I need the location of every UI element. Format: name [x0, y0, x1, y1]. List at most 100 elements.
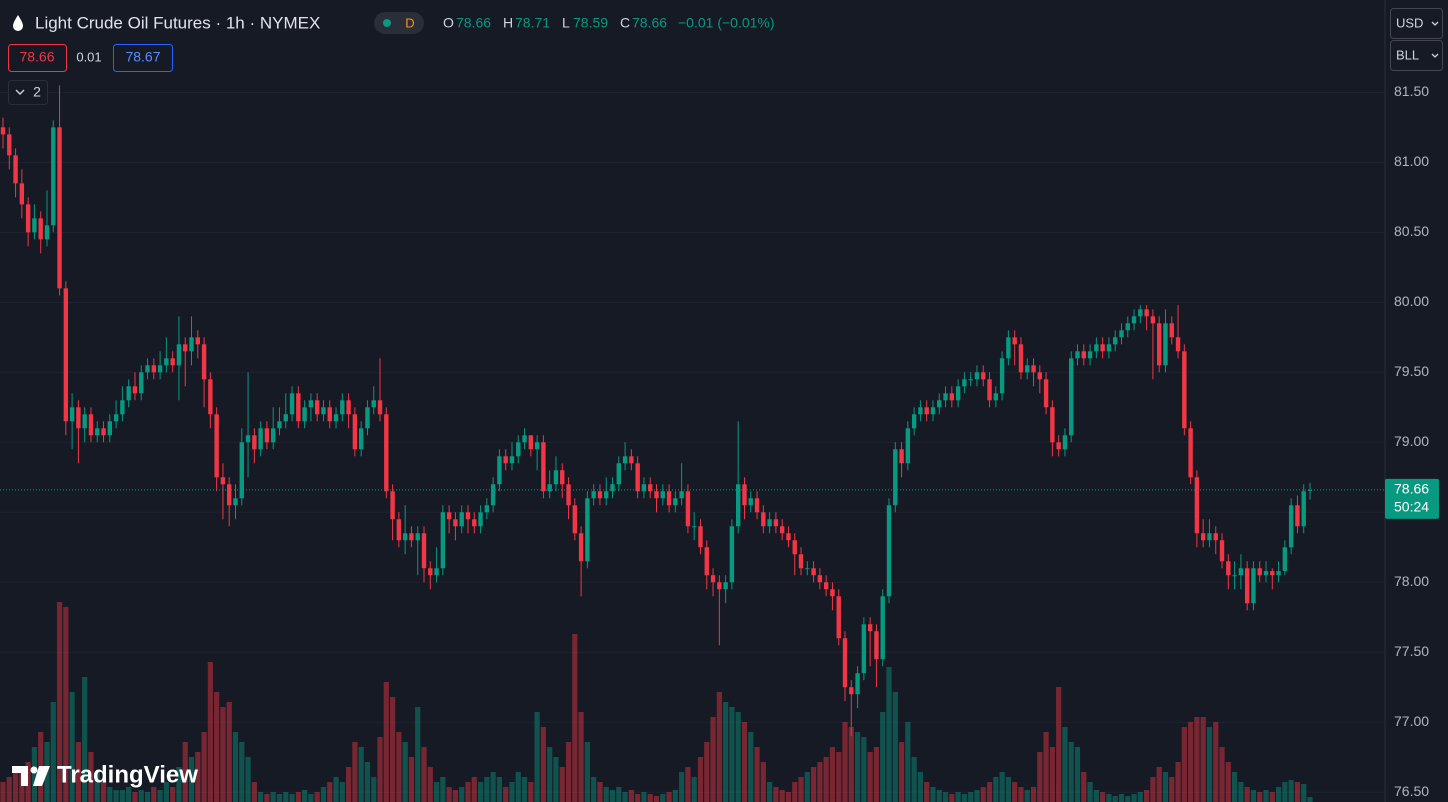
volume-bar: [848, 727, 854, 802]
candle-body: [1075, 351, 1080, 359]
candle-body: [886, 505, 892, 597]
candle-body: [597, 491, 603, 499]
candle-body: [1018, 344, 1024, 373]
candle-body: [641, 484, 647, 492]
volume-bar: [773, 787, 779, 802]
candle-body: [239, 442, 244, 499]
candle-body: [227, 484, 232, 506]
candle-body: [1050, 407, 1055, 443]
candle-body: [673, 498, 678, 506]
volume-bar: [82, 677, 88, 802]
candle-body: [1213, 533, 1218, 541]
candle-body: [490, 484, 496, 506]
candle-body: [113, 414, 119, 422]
y-tick-label: 80.50: [1394, 223, 1429, 239]
candle-body: [164, 358, 169, 366]
volume-bar: [509, 782, 515, 802]
candle-body: [51, 127, 56, 226]
candle-body: [1131, 316, 1137, 324]
candle-body: [1069, 358, 1074, 436]
candle-layer: [0, 85, 1385, 737]
candle-body: [25, 204, 31, 233]
volume-bar: [339, 782, 345, 802]
volume-bar: [31, 747, 38, 802]
volume-bar: [1213, 722, 1219, 802]
ohlc-letter: C: [620, 15, 630, 31]
candle-body: [1251, 568, 1256, 604]
y-tick-label: 76.50: [1394, 783, 1429, 799]
volume-bar: [1068, 742, 1074, 802]
volume-bar: [591, 777, 597, 802]
candle-body: [126, 386, 131, 401]
candle-body: [465, 512, 471, 520]
candle-body: [773, 519, 779, 527]
candle-body: [371, 400, 376, 408]
buy-button[interactable]: [113, 44, 173, 72]
volume-bar: [1093, 790, 1099, 802]
candle-body: [560, 470, 565, 485]
candle-body: [1138, 309, 1143, 317]
last-price-box: [1385, 478, 1439, 519]
candle-body: [289, 393, 295, 415]
candle-body: [19, 183, 25, 205]
candle-body: [1276, 571, 1281, 576]
candle-body: [1100, 344, 1105, 352]
volume-bar: [314, 792, 320, 802]
candle-body: [685, 491, 691, 527]
candle-body: [1194, 477, 1200, 534]
sell-button[interactable]: [8, 44, 67, 72]
candle-body: [842, 638, 848, 688]
logo-mark: [30, 766, 38, 774]
volume-bar: [968, 792, 974, 802]
volume-bar: [389, 697, 396, 802]
volume-bar: [961, 794, 967, 802]
candle-body: [459, 512, 464, 527]
candle-body: [183, 344, 188, 352]
volume-bar: [163, 782, 169, 802]
candle-body: [101, 428, 106, 436]
indicator-toggle[interactable]: [8, 80, 48, 105]
candle-body: [528, 435, 534, 450]
candle-body: [704, 547, 709, 576]
unit-button[interactable]: [1390, 40, 1443, 71]
candle-body: [955, 386, 961, 401]
candle-body: [792, 540, 797, 555]
volume-bar: [691, 777, 697, 802]
candle-body: [1125, 323, 1130, 331]
volume-bar: [1024, 790, 1030, 802]
candle-body: [930, 407, 936, 415]
candle-body: [358, 428, 364, 450]
last-price-label: 78.66: [1394, 481, 1429, 497]
candle-body: [710, 575, 716, 583]
candle-body: [340, 400, 345, 415]
chevron-icon: [1431, 21, 1439, 26]
candle-body: [893, 449, 898, 506]
volume-bar: [421, 747, 427, 802]
volume-bar: [1301, 784, 1307, 802]
volume-bar: [584, 742, 590, 802]
volume-bar: [364, 762, 371, 802]
volume-bar: [842, 722, 848, 802]
currency-button[interactable]: [1390, 8, 1443, 39]
volume-bar: [415, 707, 421, 802]
volume-bar: [94, 772, 100, 802]
candle-body: [610, 484, 615, 492]
volume-bar: [1137, 792, 1143, 802]
volume-bar: [1200, 717, 1206, 802]
session-badge[interactable]: [374, 12, 424, 34]
candle-body: [1295, 505, 1300, 527]
volume-bar: [917, 772, 924, 802]
volume-bar: [578, 712, 584, 802]
candle-body: [566, 484, 571, 506]
volume-bar: [0, 782, 6, 802]
candle-body: [1188, 428, 1193, 478]
volume-bar: [276, 794, 283, 802]
volume-bar: [547, 747, 553, 802]
volume-bar: [867, 752, 873, 802]
volume-bar: [628, 790, 634, 802]
volume-bar: [1250, 790, 1257, 802]
volume-bar: [804, 772, 810, 802]
volume-bar: [1037, 752, 1043, 802]
volume-bar: [188, 757, 195, 802]
